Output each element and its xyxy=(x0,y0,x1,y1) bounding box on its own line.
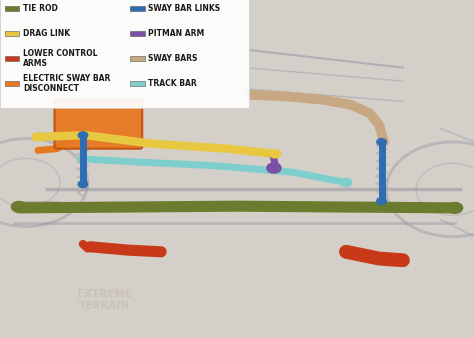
Circle shape xyxy=(377,139,386,145)
Circle shape xyxy=(78,181,88,188)
Text: TIE ROD: TIE ROD xyxy=(23,4,58,13)
Circle shape xyxy=(11,201,27,212)
Circle shape xyxy=(78,132,88,139)
Circle shape xyxy=(269,150,281,158)
Circle shape xyxy=(32,133,44,141)
Text: EXTREME
TERRAIN: EXTREME TERRAIN xyxy=(77,289,132,311)
FancyBboxPatch shape xyxy=(130,6,145,11)
FancyBboxPatch shape xyxy=(5,56,19,61)
FancyBboxPatch shape xyxy=(5,6,19,11)
Circle shape xyxy=(267,163,281,173)
FancyBboxPatch shape xyxy=(5,81,19,86)
FancyBboxPatch shape xyxy=(0,0,249,108)
FancyBboxPatch shape xyxy=(130,81,145,86)
Text: ELECTRIC SWAY BAR
DISCONNECT: ELECTRIC SWAY BAR DISCONNECT xyxy=(23,74,110,93)
Circle shape xyxy=(447,202,463,213)
Text: PITMAN ARM: PITMAN ARM xyxy=(148,29,205,38)
Text: DRAG LINK: DRAG LINK xyxy=(23,29,70,38)
Text: SWAY BARS: SWAY BARS xyxy=(148,54,198,63)
FancyBboxPatch shape xyxy=(55,100,142,149)
Circle shape xyxy=(340,178,352,187)
Text: LOWER CONTROL
ARMS: LOWER CONTROL ARMS xyxy=(23,49,97,68)
Circle shape xyxy=(377,198,386,204)
Text: SWAY BAR LINKS: SWAY BAR LINKS xyxy=(148,4,220,13)
Text: TRACK BAR: TRACK BAR xyxy=(148,79,197,88)
FancyBboxPatch shape xyxy=(5,31,19,36)
FancyBboxPatch shape xyxy=(130,31,145,36)
FancyBboxPatch shape xyxy=(130,56,145,61)
